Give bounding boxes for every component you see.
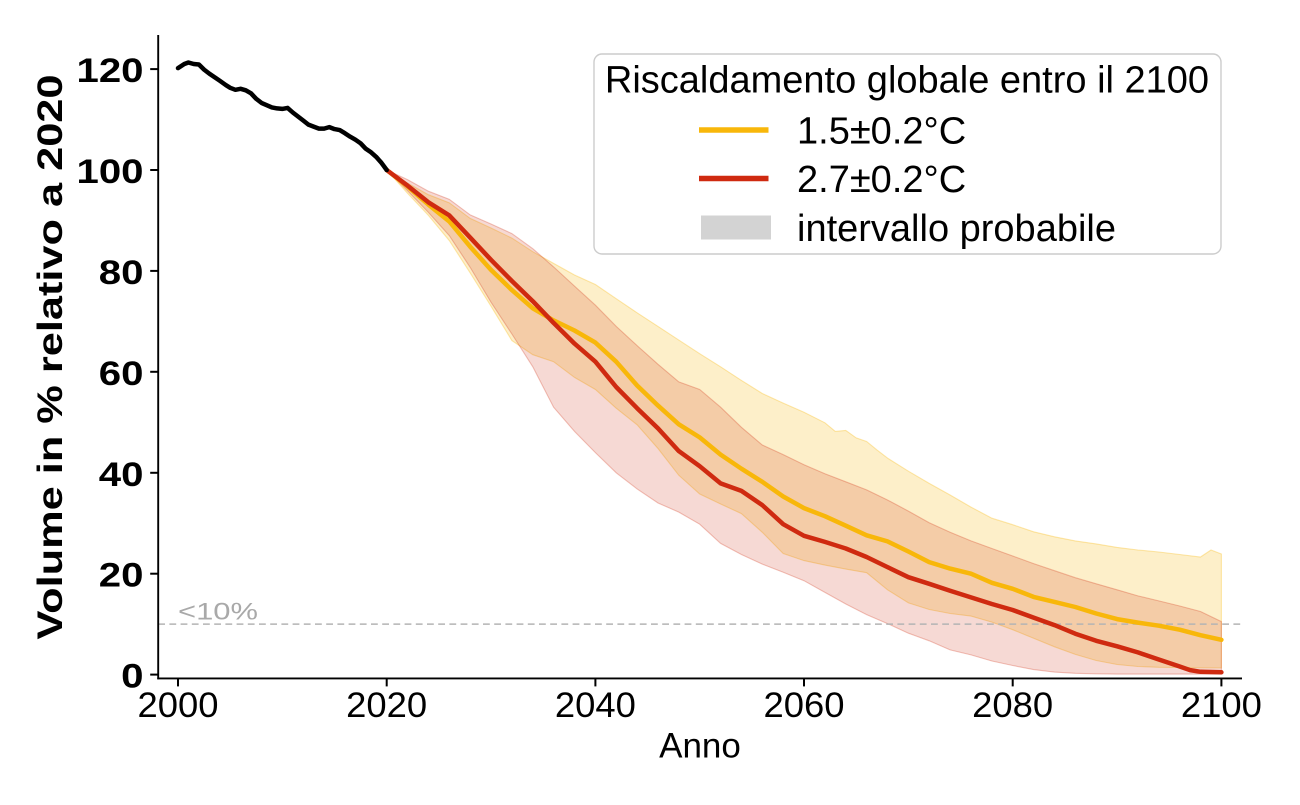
svg-text:100: 100 xyxy=(77,153,144,191)
svg-text:<10%: <10% xyxy=(178,599,258,626)
svg-text:2060: 2060 xyxy=(764,686,845,725)
svg-text:Riscaldamento globale entro il: Riscaldamento globale entro il 2100 xyxy=(605,60,1209,102)
svg-text:2.7±0.2°C: 2.7±0.2°C xyxy=(797,159,966,201)
svg-text:2080: 2080 xyxy=(972,686,1053,725)
svg-text:80: 80 xyxy=(99,254,144,292)
svg-text:Anno: Anno xyxy=(659,727,741,766)
svg-text:2040: 2040 xyxy=(555,686,636,725)
svg-text:2020: 2020 xyxy=(346,686,427,725)
svg-text:2000: 2000 xyxy=(138,686,219,725)
svg-text:40: 40 xyxy=(99,456,144,494)
svg-text:60: 60 xyxy=(99,355,144,393)
svg-text:2100: 2100 xyxy=(1181,686,1262,725)
svg-text:Volume in % relativo a 2020: Volume in % relativo a 2020 xyxy=(31,75,70,640)
svg-text:1.5±0.2°C: 1.5±0.2°C xyxy=(797,111,966,153)
svg-text:intervallo probabile: intervallo probabile xyxy=(797,208,1116,250)
svg-text:20: 20 xyxy=(99,557,144,595)
svg-text:120: 120 xyxy=(77,52,144,90)
